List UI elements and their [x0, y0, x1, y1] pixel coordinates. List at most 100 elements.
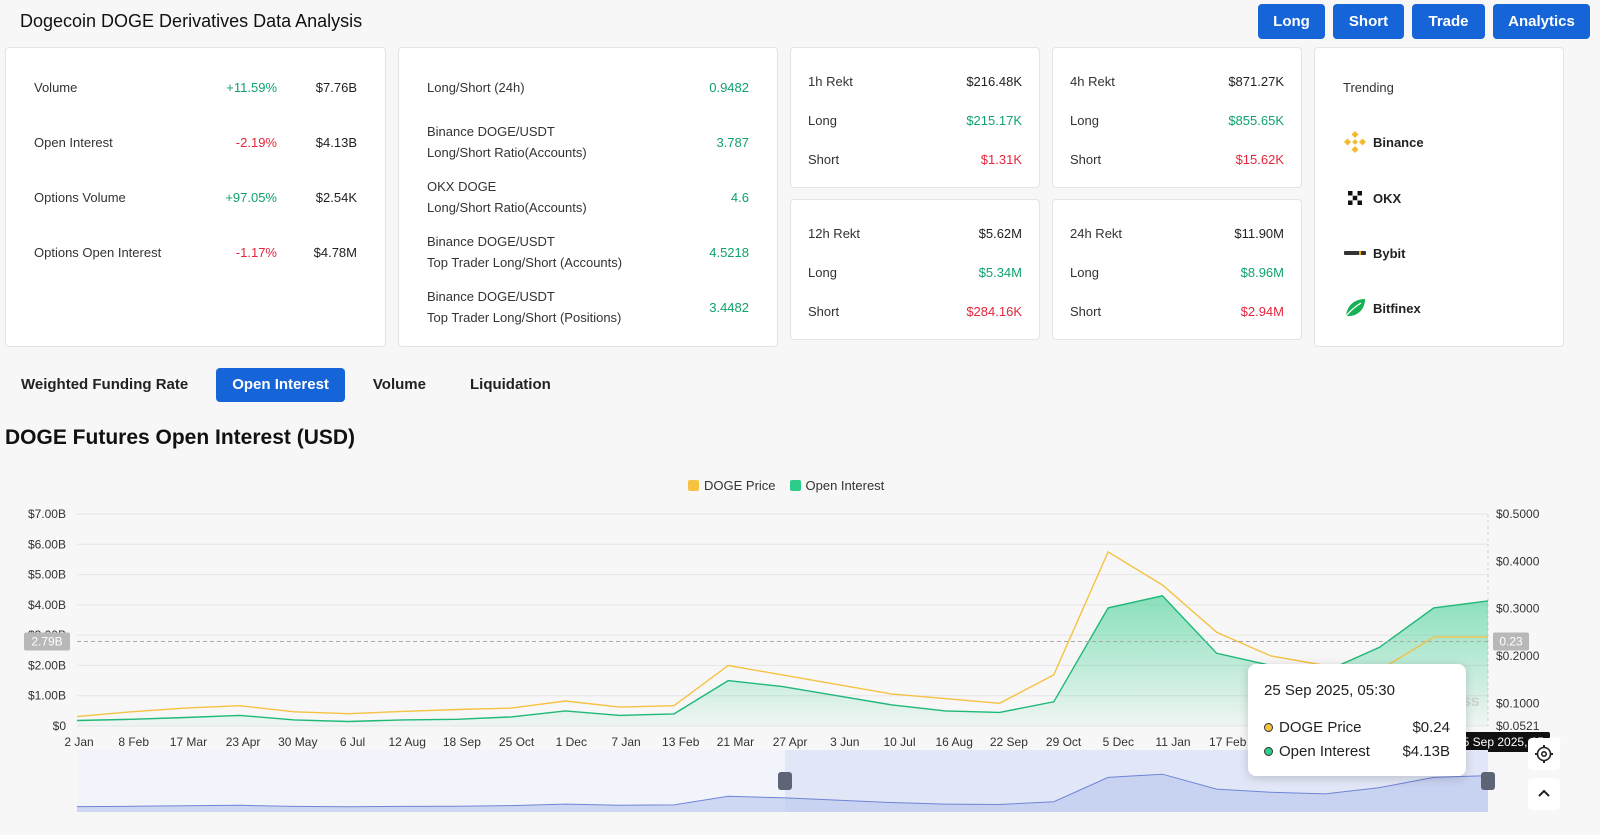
rekt-card-12h: 12h Rekt $5.62M Long $5.34M Short $284.1…	[790, 199, 1040, 340]
tab-open-interest[interactable]: Open Interest	[216, 368, 345, 402]
rekt-short-label: Short	[1070, 304, 1102, 319]
rekt-card-4h: 4h Rekt $871.27K Long $855.65K Short $15…	[1052, 47, 1302, 188]
x-tick-label: 8 Feb	[118, 735, 149, 749]
tooltip-date: 25 Sep 2025, 05:30	[1264, 682, 1395, 699]
navigator-handle-right[interactable]	[1481, 772, 1495, 790]
analytics-button[interactable]: Analytics	[1493, 4, 1590, 39]
trending-item-label: OKX	[1373, 190, 1402, 206]
y-left-tick-label: $0	[53, 719, 67, 733]
x-tick-label: 18 Sep	[443, 735, 481, 749]
trending-item-okx[interactable]: OKX	[1343, 186, 1401, 210]
tooltip-row-open-interest: Open Interest $4.13B	[1264, 739, 1450, 763]
rekt-long-label: Long	[808, 265, 837, 280]
ratio-subtitle: Top Trader Long/Short (Accounts)	[427, 255, 623, 270]
short-button[interactable]: Short	[1333, 4, 1404, 39]
page-title: Dogecoin DOGE Derivatives Data Analysis	[20, 11, 363, 31]
crosshair-right-badge	[1493, 632, 1529, 651]
ratio-value: 4.6	[730, 190, 749, 205]
trending-item-label: Binance	[1373, 134, 1424, 150]
rekt-title: 1h Rekt	[808, 74, 853, 89]
rekt-card-1h: 1h Rekt $216.48K Long $215.17K Short $1.…	[790, 47, 1040, 188]
y-left-tick-label: $2.00B	[28, 658, 66, 672]
x-tick-label: 17 Mar	[170, 735, 207, 749]
ratio-value: 3.4482	[709, 300, 749, 315]
x-tick-label: 27 Apr	[773, 735, 808, 749]
overview-label: Volume	[34, 80, 78, 95]
trending-item-binance[interactable]: Binance	[1343, 130, 1424, 154]
navigator-handle-left[interactable]	[778, 772, 792, 790]
legend-label: DOGE Price	[704, 478, 776, 493]
trending-item-bybit[interactable]: Bybit	[1343, 241, 1406, 265]
x-tick-label: 22 Sep	[990, 735, 1028, 749]
overview-value: $7.76B	[315, 80, 357, 95]
ratio-value: 4.5218	[709, 245, 749, 260]
rekt-long-value: $8.96M	[1240, 265, 1284, 280]
tab-volume[interactable]: Volume	[372, 376, 426, 393]
overview-change: -2.19%	[235, 135, 277, 150]
ratio-title: Binance DOGE/USDT	[427, 234, 555, 249]
crosshair-right-label: 0.23	[1499, 635, 1523, 649]
ratio-title: Long/Short (24h)	[427, 80, 525, 95]
chart-tooltip: 25 Sep 2025, 05:30 DOGE Price $0.24 Open…	[1248, 664, 1466, 776]
y-left-tick-label: $7.00B	[28, 507, 66, 521]
rekt-card-24h: 24h Rekt $11.90M Long $8.96M Short $2.94…	[1052, 199, 1302, 340]
y-left-tick-label: $4.00B	[28, 598, 66, 612]
ratio-value: 0.9482	[709, 80, 749, 95]
settings-button[interactable]	[1528, 738, 1560, 770]
rekt-short-label: Short	[1070, 152, 1102, 167]
rekt-total: $216.48K	[966, 74, 1022, 89]
x-tick-label: 10 Jul	[883, 735, 915, 749]
trending-item-label: Bybit	[1373, 245, 1406, 261]
overview-change: +97.05%	[225, 190, 277, 205]
overview-change: -1.17%	[235, 245, 277, 260]
binance-icon	[1343, 130, 1367, 154]
ratio-title: OKX DOGE	[427, 179, 497, 194]
rekt-short-value: $1.31K	[980, 152, 1022, 167]
rekt-short-label: Short	[808, 304, 840, 319]
overview-change: +11.59%	[226, 80, 277, 95]
scroll-top-button[interactable]	[1528, 778, 1560, 810]
long-button[interactable]: Long	[1258, 4, 1325, 39]
legend-label: Open Interest	[805, 478, 885, 493]
x-tick-label: 3 Jun	[830, 735, 859, 749]
rekt-long-value: $5.34M	[978, 265, 1022, 280]
ratio-title: Binance DOGE/USDT	[427, 289, 555, 304]
ratio-title: Binance DOGE/USDT	[427, 124, 555, 139]
ratio-label: Binance DOGE/USDT Long/Short Ratio(Accou…	[427, 121, 587, 163]
x-tick-label: 29 Oct	[1046, 735, 1082, 749]
y-right-tick-label: $0.0521	[1496, 719, 1540, 733]
bitfinex-icon	[1345, 299, 1365, 317]
tooltip-dot	[1264, 722, 1273, 732]
legend-item-open-interest[interactable]: Open Interest	[789, 478, 885, 493]
ratio-label: Binance DOGE/USDT Top Trader Long/Short …	[427, 286, 621, 328]
overview-card: Volume +11.59% $7.76B Open Interest -2.1…	[5, 47, 386, 347]
trending-item-label: Bitfinex	[1373, 300, 1421, 316]
x-tick-label: 13 Feb	[662, 735, 700, 749]
trending-item-bitfinex[interactable]: Bitfinex	[1343, 296, 1421, 320]
chart-legend: DOGE Price Open Interest	[688, 478, 884, 493]
y-left-tick-label: $6.00B	[28, 537, 66, 551]
tab-liquidation[interactable]: Liquidation	[469, 376, 551, 393]
rekt-short-label: Short	[808, 152, 840, 167]
rekt-total: $5.62M	[978, 226, 1022, 241]
rekt-short-value: $284.16K	[966, 304, 1022, 319]
tooltip-row-price: DOGE Price $0.24	[1264, 715, 1450, 739]
rekt-long-label: Long	[1070, 113, 1099, 128]
trade-button[interactable]: Trade	[1412, 4, 1485, 39]
chart-title: DOGE Futures Open Interest (USD)	[5, 426, 356, 449]
x-tick-label: 6 Jul	[340, 735, 365, 749]
trending-card: Trending Binance OKX Bybit Bitfinex	[1314, 47, 1564, 347]
ratio-subtitle: Long/Short Ratio(Accounts)	[427, 145, 587, 160]
x-tick-label: 23 Apr	[226, 735, 261, 749]
overview-value: $4.78M	[313, 245, 357, 260]
rekt-short-value: $15.62K	[1235, 152, 1284, 167]
legend-item-price[interactable]: DOGE Price	[688, 478, 776, 493]
y-right-tick-label: $0.1000	[1496, 696, 1540, 710]
ratio-label: Long/Short (24h)	[427, 77, 525, 98]
tooltip-label: DOGE Price	[1279, 718, 1362, 736]
ratio-subtitle: Long/Short Ratio(Accounts)	[427, 200, 587, 215]
legend-swatch	[789, 480, 801, 491]
tab-weighted-funding-rate[interactable]: Weighted Funding Rate	[21, 376, 189, 393]
x-tick-label: 5 Dec	[1103, 735, 1134, 749]
rekt-title: 24h Rekt	[1070, 226, 1123, 241]
